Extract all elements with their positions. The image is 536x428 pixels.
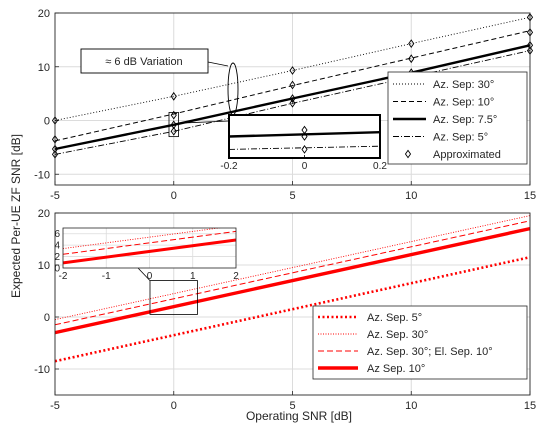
- inset-lines: [63, 228, 236, 265]
- x-tick-label: 10: [405, 190, 417, 202]
- inset-x-tick-label: 2: [233, 271, 239, 282]
- inset-y-tick-label: 4: [54, 241, 60, 252]
- legend-marker: [404, 149, 412, 159]
- approximated-marker: [289, 98, 296, 108]
- inset-line-3: [63, 228, 223, 250]
- legend-label: Az. Sep: 7.5°: [433, 114, 497, 126]
- axes-frame: [54, 12, 531, 186]
- inset-line-2: [63, 230, 236, 255]
- legend-label: Approximated: [433, 149, 501, 161]
- approximated-marker: [289, 66, 296, 75]
- x-tick-label: 5: [289, 400, 295, 412]
- y-axis-label: Expected Per-UE ZF SNR [dB]: [9, 134, 23, 298]
- y-tick-label: -10: [34, 364, 50, 376]
- x-tick-label: 15: [524, 400, 536, 412]
- series-line-3: [54, 44, 531, 151]
- x-tick-label: 0: [171, 190, 177, 202]
- series-line-1: [54, 255, 531, 363]
- y-tick-label: 0: [44, 116, 50, 128]
- approximated-marker: [170, 126, 177, 136]
- top-chart: -5 0 5 10 15 -10 0 10 20 ≈ 6 dB Variation -0.2 0 0.2…: [34, 8, 536, 202]
- legend-label: Az. Sep: 5°: [433, 132, 488, 144]
- inset-x-tick-label: 0: [147, 271, 153, 282]
- series-line-4: [54, 226, 531, 335]
- annotation-box: [80, 48, 209, 74]
- series-line-4: [54, 50, 531, 155]
- x-tick-label: 10: [405, 400, 417, 412]
- series-line-2: [54, 215, 531, 321]
- y-tick-label: 0: [44, 312, 50, 324]
- annotation-text: ≈ 6 dB Variation: [105, 56, 182, 68]
- x-tick-label: 5: [289, 190, 295, 202]
- zoom-connector: [178, 120, 230, 124]
- zoom-region: [168, 112, 179, 138]
- legend-label: Az. Sep: 10°: [433, 97, 494, 109]
- x-tick-label: -5: [50, 190, 60, 202]
- zoom-connector: [137, 267, 151, 281]
- inset-marker: [301, 145, 308, 154]
- series-line-2: [54, 30, 531, 142]
- approximated-marker: [408, 39, 415, 49]
- y-tick-label: -10: [34, 169, 50, 181]
- x-tick-label: 15: [524, 190, 536, 202]
- inset-x-tick-label: -0.2: [220, 161, 238, 172]
- inset-marker: [301, 132, 308, 141]
- approximated-marker: [289, 80, 296, 90]
- legend-label: Az Sep. 10°: [367, 363, 425, 375]
- series-line-3: [54, 220, 531, 326]
- y-tick-label: 10: [38, 260, 50, 272]
- approximated-marker: [170, 110, 177, 120]
- y-tick-label: 20: [38, 8, 50, 20]
- inset-line-2: [228, 145, 381, 150]
- x-tick-label: 0: [171, 400, 177, 412]
- zoom-region: [149, 280, 198, 315]
- inset-y-tick-label: 2: [54, 252, 60, 263]
- approximated-marker: [170, 91, 177, 101]
- inset-x-tick-label: 0: [302, 161, 308, 172]
- legend-label: Az. Sep. 30°: [367, 329, 428, 341]
- inset-y-tick-label: 6: [54, 229, 60, 240]
- annotation-arrow: [207, 61, 229, 67]
- axes-frame: [54, 212, 531, 396]
- approximated-marker: [408, 54, 415, 64]
- series-line-1: [54, 16, 531, 121]
- approximated-marker: [289, 94, 296, 103]
- x-tick-label: -5: [50, 400, 60, 412]
- y-tick-label: 10: [38, 62, 50, 74]
- legend-label: Az. Sep. 5°: [367, 312, 422, 324]
- x-axis-label: Operating SNR [dB]: [246, 409, 352, 423]
- y-tick-label: 20: [38, 208, 50, 220]
- inset-y-tick-label: 0: [54, 264, 60, 275]
- inset-line-1: [63, 238, 236, 265]
- inset-x-tick-label: 1: [190, 271, 196, 282]
- inset-x-tick-label: 0.2: [373, 161, 387, 172]
- legend-label: Az. Sep. 30°; El. Sep. 10°: [367, 346, 493, 358]
- inset-frame: [62, 227, 237, 269]
- legend-label: Az. Sep: 30°: [433, 79, 494, 91]
- inset-x-tick-label: -1: [102, 271, 111, 282]
- inset-x-tick-label: -2: [59, 271, 68, 282]
